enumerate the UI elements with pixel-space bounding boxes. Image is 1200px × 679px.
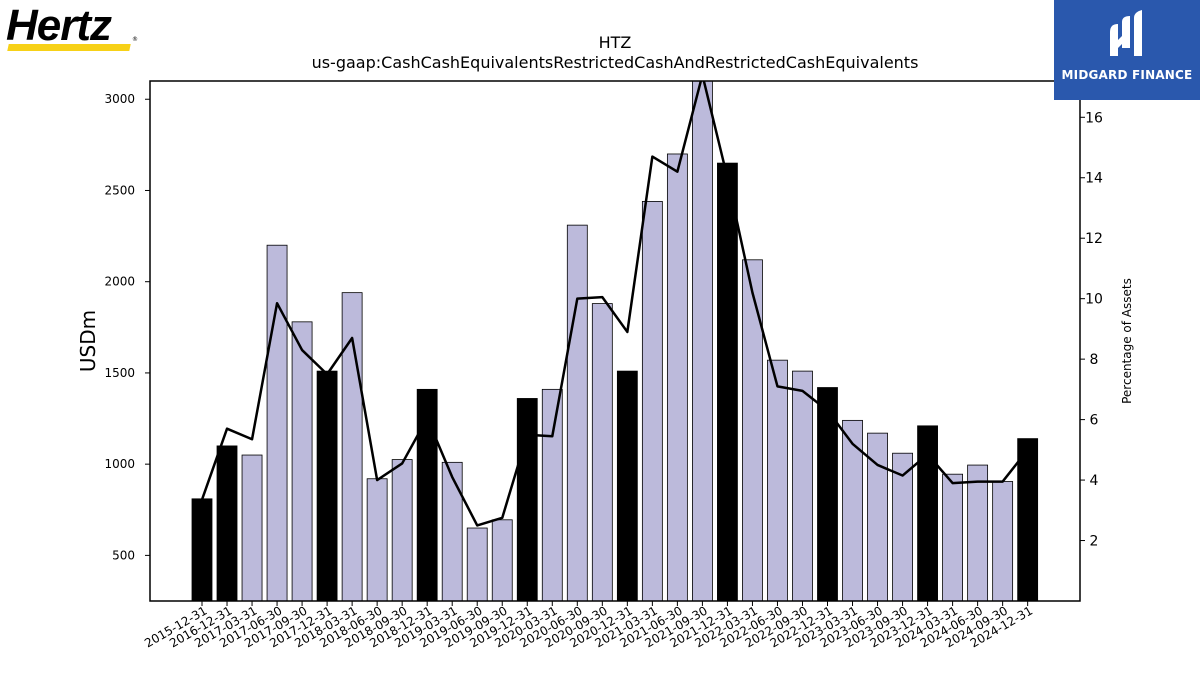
bar-2024-03-31: [942, 473, 963, 601]
bar-2018-09-30: [391, 459, 413, 601]
bar-2018-06-30: [366, 478, 388, 601]
y-left-tick-label: 3000: [104, 92, 135, 106]
x-axis: 2015-12-312016-12-312017-03-312017-06-30…: [142, 601, 1035, 650]
bar-2020-06-30: [566, 224, 588, 601]
bar-2024-09-30: [992, 481, 1014, 601]
y-axis-right-label: Percentage of Assets: [1120, 278, 1134, 404]
bar-2022-12-31: [817, 387, 838, 601]
bar-2022-06-30: [767, 359, 788, 601]
bar-2017-03-31: [241, 454, 263, 601]
midgard-finance-logo: MIDGARD FINANCE: [1054, 0, 1200, 100]
bar-2020-09-30: [591, 303, 613, 601]
y-right-tick-label: 2: [1090, 534, 1099, 550]
hertz-logo-stripe: [7, 44, 131, 51]
chart-subtitle: us-gaap:CashCashEquivalentsRestrictedCas…: [312, 53, 919, 72]
plot-frame: [149, 80, 1081, 602]
y-axis-right: 2 4 6 8 10 12 14 16: [1080, 110, 1103, 550]
bar-2016-12-31: [216, 445, 238, 601]
y-right-tick-label: 4: [1090, 473, 1099, 489]
y-left-tick-label: 1500: [104, 366, 135, 380]
bar-series: [191, 81, 1039, 601]
hertz-logo-text: Hertz: [6, 1, 112, 50]
bar-2019-12-31: [516, 398, 538, 601]
bar-2020-03-31: [541, 388, 563, 601]
bar-2023-12-31: [917, 425, 938, 601]
bar-2024-06-30: [967, 464, 989, 601]
bar-2017-09-30: [291, 321, 313, 601]
y-right-tick-label: 14: [1085, 171, 1103, 187]
y-left-tick-label: 1000: [104, 457, 135, 471]
y-axis-left-label: USDm: [76, 310, 100, 372]
percentage-line: [200, 81, 1029, 527]
y-right-tick-label: 10: [1085, 292, 1103, 308]
bar-2017-12-31: [316, 370, 338, 601]
midgard-emblem-icon: [1110, 10, 1142, 56]
bar-2022-09-30: [792, 370, 813, 601]
y-axis-left: 500 1000 1500 2000 2500 3000: [104, 92, 150, 562]
bar-2019-03-31: [441, 461, 463, 601]
bar-2017-06-30: [266, 244, 288, 601]
hertz-logo: Hertz ®: [6, 1, 138, 54]
y-left-tick-label: 500: [112, 548, 135, 562]
y-right-tick-label: 6: [1090, 413, 1099, 429]
bar-2019-06-30: [466, 527, 488, 601]
bar-2015-12-31: [191, 498, 213, 601]
y-right-tick-label: 16: [1085, 110, 1103, 126]
bar-2021-12-31: [717, 162, 738, 601]
bar-2021-03-31: [641, 201, 663, 601]
y-right-tick-label: 8: [1090, 352, 1099, 368]
bar-2022-03-31: [742, 259, 763, 601]
bar-2018-12-31: [416, 388, 438, 601]
bar-2021-09-30: [692, 81, 713, 601]
midgard-finance-logo-text: MIDGARD FINANCE: [1061, 68, 1193, 82]
y-left-tick-label: 2500: [104, 183, 135, 197]
y-right-tick-label: 12: [1085, 231, 1103, 247]
bar-2021-06-30: [666, 153, 688, 601]
hertz-logo-trademark: ®: [132, 36, 138, 43]
bar-2019-09-30: [491, 519, 513, 601]
y-left-tick-label: 2000: [104, 275, 135, 289]
bar-2023-06-30: [867, 432, 888, 601]
bar-2024-12-31: [1017, 438, 1039, 601]
bar-2023-03-31: [842, 419, 863, 601]
chart-title: HTZ: [599, 33, 632, 52]
bar-2020-12-31: [616, 370, 638, 601]
